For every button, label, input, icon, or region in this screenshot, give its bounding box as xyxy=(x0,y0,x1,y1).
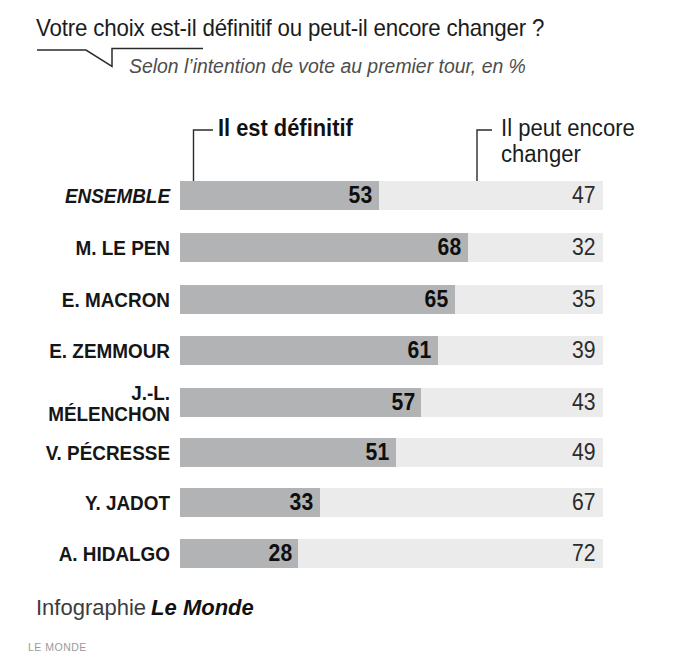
value-definitif: 61 xyxy=(408,336,438,365)
candidate-label: V. PÉCRESSE xyxy=(17,438,170,467)
value-definitif: 65 xyxy=(425,285,455,314)
stacked-bar: 68 32 xyxy=(180,233,603,262)
candidate-label: ENSEMBLE xyxy=(17,181,170,210)
value-definitif: 33 xyxy=(290,488,320,517)
value-definitif: 28 xyxy=(268,539,298,568)
bar-row: Y. JADOT 33 67 xyxy=(0,488,690,517)
value-changer: 67 xyxy=(572,488,596,517)
candidate-label-line: E. MACRON xyxy=(62,289,170,310)
lemonde-watermark: LE MONDE xyxy=(28,641,87,653)
candidate-label-line: J.-L. xyxy=(131,382,170,403)
bar-segment-definitif: 57 xyxy=(180,388,421,417)
infographic: Votre choix est-il définitif ou peut-il … xyxy=(0,0,690,667)
candidate-label-line: ENSEMBLE xyxy=(65,185,170,206)
bar-row: E. ZEMMOUR 61 39 xyxy=(0,336,690,365)
candidate-label: A. HIDALGO xyxy=(17,539,170,568)
bar-segment-definitif: 33 xyxy=(180,488,320,517)
bar-segment-definitif: 68 xyxy=(180,233,468,262)
candidate-label: J.-L.MÉLENCHON xyxy=(17,388,170,417)
footer-brand: Le Monde xyxy=(151,595,254,620)
bar-row: ENSEMBLE 53 47 xyxy=(0,181,690,210)
value-changer: 72 xyxy=(572,539,596,568)
candidate-label: M. LE PEN xyxy=(17,233,170,262)
stacked-bar: 51 49 xyxy=(180,438,603,467)
footer-credit: InfographieLe Monde xyxy=(36,595,254,621)
stacked-bar: 33 67 xyxy=(180,488,603,517)
candidate-label-line: A. HIDALGO xyxy=(59,543,170,564)
bar-row: V. PÉCRESSE 51 49 xyxy=(0,438,690,467)
value-changer: 43 xyxy=(572,388,596,417)
bar-segment-definitif: 53 xyxy=(180,181,379,210)
candidate-label-line: MÉLENCHON xyxy=(48,403,170,424)
value-definitif: 51 xyxy=(366,438,396,467)
bar-segment-definitif: 61 xyxy=(180,336,438,365)
value-changer: 35 xyxy=(572,285,596,314)
stacked-bar: 53 47 xyxy=(180,181,603,210)
bar-segment-definitif: 65 xyxy=(180,285,455,314)
value-definitif: 68 xyxy=(438,233,468,262)
bar-segment-definitif: 51 xyxy=(180,438,396,467)
candidate-label-line: V. PÉCRESSE xyxy=(46,442,170,463)
candidate-label: E. ZEMMOUR xyxy=(17,336,170,365)
stacked-bar: 57 43 xyxy=(180,388,603,417)
value-changer: 39 xyxy=(572,336,596,365)
stacked-bar: 61 39 xyxy=(180,336,603,365)
bar-row: A. HIDALGO 28 72 xyxy=(0,539,690,568)
value-changer: 47 xyxy=(572,181,596,210)
bar-rows: ENSEMBLE 53 47 M. LE PEN 68 32 E. MACRON… xyxy=(0,0,690,667)
bar-row: M. LE PEN 68 32 xyxy=(0,233,690,262)
candidate-label-line: Y. JADOT xyxy=(85,492,170,513)
value-changer: 49 xyxy=(572,438,596,467)
candidate-label-line: M. LE PEN xyxy=(75,237,170,258)
bar-row: E. MACRON 65 35 xyxy=(0,285,690,314)
bar-row: J.-L.MÉLENCHON 57 43 xyxy=(0,388,690,417)
value-definitif: 57 xyxy=(391,388,421,417)
candidate-label-line: E. ZEMMOUR xyxy=(49,340,170,361)
value-changer: 32 xyxy=(572,233,596,262)
bar-segment-definitif: 28 xyxy=(180,539,298,568)
candidate-label: E. MACRON xyxy=(17,285,170,314)
stacked-bar: 28 72 xyxy=(180,539,603,568)
footer-credit-text: Infographie xyxy=(36,595,146,620)
candidate-label: Y. JADOT xyxy=(17,488,170,517)
stacked-bar: 65 35 xyxy=(180,285,603,314)
value-definitif: 53 xyxy=(349,181,379,210)
